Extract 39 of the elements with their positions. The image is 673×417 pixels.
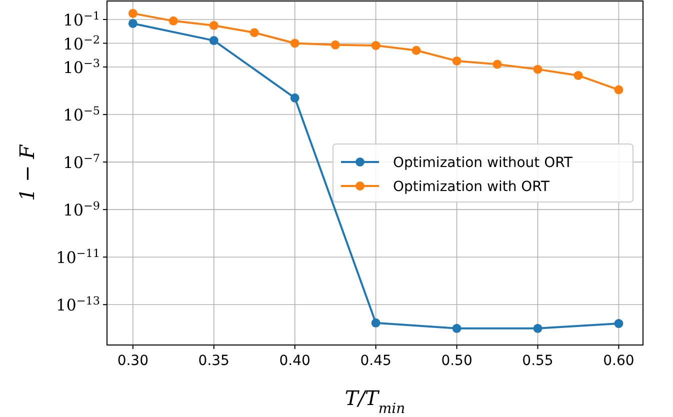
y-tick-label: 10$^{−9}$ [63,199,100,220]
y-axis-title: 1 − F [15,144,39,202]
x-tick-label: 0.45 [360,353,392,369]
legend-label: Optimization without ORT [393,155,573,171]
x-tick-label: 0.50 [441,353,472,369]
x-tick-label: 0.30 [117,353,148,369]
x-tick-label: 0.40 [279,353,310,369]
x-tick-label: 0.55 [522,353,554,369]
point [290,93,300,102]
point [250,28,259,38]
point [209,36,218,46]
y-tick-label: 10$^{−11}$ [56,246,100,268]
y-tick-label: 10$^{−7}$ [63,152,100,172]
point [614,319,624,328]
point [168,16,178,26]
x-axis-title: T/T$_{min}$ [344,386,406,417]
y-tick-label: 10$^{−5}$ [63,104,100,125]
point [330,40,340,50]
point [574,70,583,80]
y-tick-label: 10$^{−13}$ [56,294,100,315]
point [290,38,300,48]
point [492,60,502,69]
point [533,324,542,333]
point [371,318,380,328]
point [128,8,138,18]
y-tick-label: 10$^{−1}$ [63,8,100,30]
point [412,46,421,55]
point [614,85,624,94]
y-tick-label: 10$^{−3}$ [63,56,100,78]
y-tick-label: 10$^{−2}$ [63,32,100,54]
point [452,56,462,66]
x-tick-label: 0.60 [603,353,634,369]
point [371,41,380,50]
x-tick-label: 0.35 [198,353,230,369]
point [209,20,218,30]
point [452,324,462,333]
point [533,64,542,74]
legend-label: Optimization with ORT [393,179,550,195]
point [128,18,138,28]
